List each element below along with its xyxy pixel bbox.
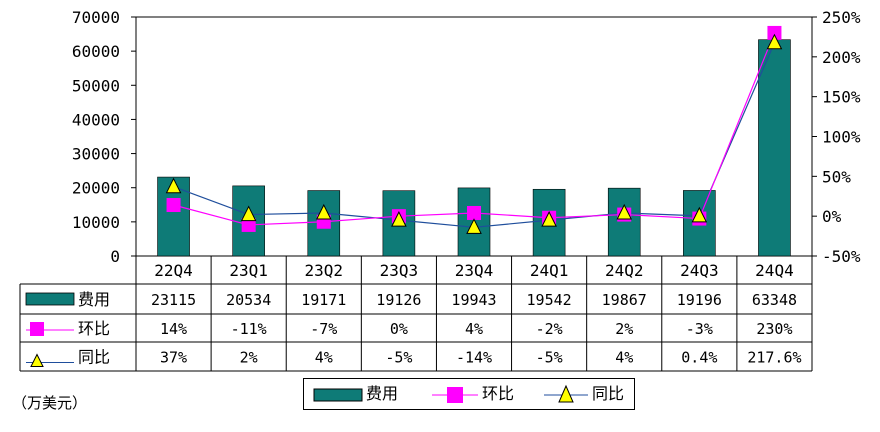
yoy-marker-22Q4 xyxy=(165,177,182,194)
y-right-tick-label: 50% xyxy=(822,167,851,186)
legend-bar-swatch xyxy=(313,388,363,402)
x-tick-label: 24Q1 xyxy=(530,261,569,280)
y-right-tick-label: 250% xyxy=(822,8,861,27)
x-tick-label: 24Q3 xyxy=(680,261,719,280)
yoy-marker-24Q4 xyxy=(766,33,783,50)
legend-qoq-label: 环比 xyxy=(482,384,515,403)
row-label: 费用 xyxy=(78,290,110,309)
table-cell: -11% xyxy=(231,320,267,338)
row-label: 环比 xyxy=(78,319,110,338)
bar-24Q4 xyxy=(758,39,791,257)
y-right-tick-label: 150% xyxy=(822,88,861,107)
table-cell: 63348 xyxy=(752,291,797,309)
table-cell: 0% xyxy=(390,320,408,338)
legend-yoy-label: 同比 xyxy=(592,384,625,403)
yoy-marker-23Q2 xyxy=(315,203,332,220)
row-key-bar xyxy=(25,292,75,306)
qoq-marker-24Q4 xyxy=(767,25,782,40)
table-cell: 14% xyxy=(160,320,187,338)
bar-24Q2 xyxy=(607,187,641,257)
table-cell: 4% xyxy=(615,349,633,367)
table-cell: 19943 xyxy=(451,291,496,309)
bar-23Q1 xyxy=(232,185,265,257)
y-left-tick-label: 60000 xyxy=(72,42,120,61)
y-left-tick-label: 40000 xyxy=(72,110,120,129)
table-cell: 19171 xyxy=(301,291,346,309)
legend-yoy-marker xyxy=(558,384,574,403)
legend-swatches xyxy=(313,384,588,403)
table-cell: 2% xyxy=(615,320,633,338)
x-tick-label: 24Q4 xyxy=(755,261,794,280)
table-cell: 217.6% xyxy=(747,349,801,367)
table-cell: -14% xyxy=(456,349,492,367)
table-cell: -5% xyxy=(536,349,563,367)
y-left-tick-label: 0 xyxy=(110,247,120,266)
table-cell: -5% xyxy=(385,349,412,367)
table-cell: 0.4% xyxy=(681,349,717,367)
legend-bar-label: 费用 xyxy=(366,384,399,403)
x-tick-label: 23Q3 xyxy=(380,261,419,280)
y-right-tick-label: -50% xyxy=(822,247,861,266)
y-right-tick-label: 200% xyxy=(822,48,861,67)
table-cell: 4% xyxy=(315,349,333,367)
x-tick-label: 23Q4 xyxy=(455,261,494,280)
x-tick-label: 22Q4 xyxy=(154,261,193,280)
qoq-marker-22Q4 xyxy=(166,198,181,213)
table-cell: 19867 xyxy=(602,291,647,309)
yoy-marker-23Q4 xyxy=(466,218,482,234)
y-left-tick-label: 50000 xyxy=(72,76,120,95)
y-left-tick-label: 20000 xyxy=(72,179,120,198)
row-label: 同比 xyxy=(78,348,110,367)
unit-label: （万美元） xyxy=(12,394,88,412)
x-tick-label: 23Q1 xyxy=(229,261,268,280)
table-cell: 19126 xyxy=(376,291,421,309)
table-cell: 19196 xyxy=(677,291,722,309)
x-tick-label: 23Q2 xyxy=(305,261,344,280)
table-cell: 37% xyxy=(160,349,187,367)
qoq-marker-23Q4 xyxy=(467,205,481,220)
yoy-marker-24Q2 xyxy=(616,203,633,220)
row-key-qoq-marker xyxy=(30,322,44,336)
table-cell: -2% xyxy=(536,320,563,338)
table-cell: 2% xyxy=(240,349,258,367)
table-cell: 230% xyxy=(756,320,792,338)
table-cell: -7% xyxy=(310,320,337,338)
y-left-tick-label: 30000 xyxy=(72,145,120,164)
table-cell: 19542 xyxy=(527,291,572,309)
yoy-marker-23Q1 xyxy=(240,205,257,222)
yoy-marker-23Q3 xyxy=(391,211,407,227)
table-cell: 4% xyxy=(465,320,483,338)
x-tick-label: 24Q2 xyxy=(605,261,644,280)
yoy-marker-24Q3 xyxy=(691,206,708,223)
qoq-marker-23Q1 xyxy=(241,217,256,232)
y-left-tick-label: 10000 xyxy=(72,213,120,232)
y-right-tick-label: 0% xyxy=(822,207,842,226)
y-right-tick-label: 100% xyxy=(822,128,861,147)
yoy-marker-24Q1 xyxy=(541,211,557,227)
table-cell: 20534 xyxy=(226,291,271,309)
legend: 费用 环比 同比 xyxy=(303,378,635,410)
row-key-yoy-marker xyxy=(30,353,44,367)
table-cell: 23115 xyxy=(151,291,196,309)
y-left-tick-label: 70000 xyxy=(72,8,120,27)
table-cell: -3% xyxy=(686,320,713,338)
legend-qoq-marker xyxy=(447,387,463,403)
